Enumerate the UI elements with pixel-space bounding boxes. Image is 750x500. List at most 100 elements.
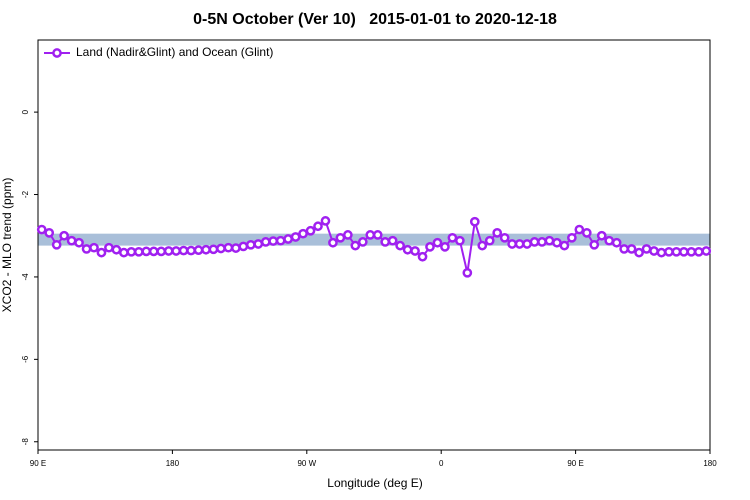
data-point [387,235,398,246]
data-point [567,232,577,243]
data-point [410,246,420,256]
y-axis-label: XCO2 - MLO trend (ppm) [0,178,14,313]
data-point [305,225,316,236]
data-point [574,224,585,235]
data-point [238,241,249,252]
data-point [171,246,181,256]
data-point [357,237,368,247]
data-point [693,246,704,257]
data-point [328,237,338,248]
data-point [679,246,689,257]
data-point [559,240,570,251]
data-point [589,239,600,250]
data-point [701,246,712,256]
data-point [611,237,622,248]
data-point [253,239,264,249]
y-tick-label: -2 [21,190,30,198]
series-line [41,219,707,274]
y-tick-label: -6 [21,355,30,363]
data-point [537,237,547,247]
legend-marker [52,48,62,58]
data-point [425,242,435,252]
x-tick-label: 90 E [567,459,583,468]
data-point [447,232,458,243]
data-point [201,244,211,255]
data-point [186,245,196,256]
y-tick-label: 0 [21,109,30,114]
data-point [522,239,532,249]
data-point [529,237,540,247]
data-point [133,246,144,257]
data-point [66,235,77,246]
data-point [372,230,383,240]
data-point [163,246,174,256]
data-point [581,227,592,238]
legend-label: Land (Nadir&Glint) and Ocean (Glint) [76,45,273,59]
data-point [507,239,517,249]
data-point [596,230,607,241]
data-point [148,246,159,257]
x-tick-label: 180 [703,459,717,468]
data-point [417,251,428,262]
data-point [260,237,271,247]
x-tick-label: 0 [439,459,444,468]
x-tick-label: 180 [166,459,180,468]
data-point [544,235,555,246]
data-point [44,227,55,238]
data-point [664,246,674,257]
data-point [514,239,525,249]
data-point [313,221,323,232]
data-point [178,245,189,256]
data-point [477,240,488,251]
data-point [104,242,114,253]
data-point [499,232,510,243]
data-point [462,267,473,278]
data-point [320,216,331,226]
data-point [432,237,443,248]
data-point [552,237,562,248]
data-point [96,247,107,258]
data-point [656,247,667,258]
data-point [111,244,122,255]
data-point [440,242,450,252]
data-point [619,244,629,254]
data-point [649,246,659,256]
data-point [484,235,495,246]
data-point [469,216,480,227]
data-point [380,237,391,247]
data-point [156,246,167,257]
data-point [216,243,226,254]
data-point [245,239,256,250]
x-tick-label: 90 W [297,459,316,468]
data-point [74,237,84,248]
data-point [275,235,286,246]
plot-frame [37,39,711,451]
data-point [193,245,204,256]
data-point [686,246,697,257]
data-point [290,232,301,242]
data-point [208,244,219,255]
data-point [126,246,137,257]
data-point [604,235,615,246]
data-point [671,246,682,257]
data-point [455,235,465,246]
data-point [335,232,346,243]
data-point [343,230,353,240]
data-point [365,230,376,240]
chart-title: 0-5N October (Ver 10) 2015-01-01 to 2020… [193,11,557,28]
data-point [283,234,293,244]
data-point [268,236,279,246]
data-point [492,227,503,238]
data-point [141,246,152,257]
y-tick-label: -8 [21,438,30,446]
data-point [634,247,644,258]
reference-band [38,233,710,246]
data-point [402,244,413,255]
data-point [51,239,62,250]
data-point [89,242,99,253]
y-tick-label: -4 [21,273,30,281]
data-point [626,244,637,254]
x-axis-label: Longitude (deg E) [327,476,422,490]
data-point [119,247,129,258]
